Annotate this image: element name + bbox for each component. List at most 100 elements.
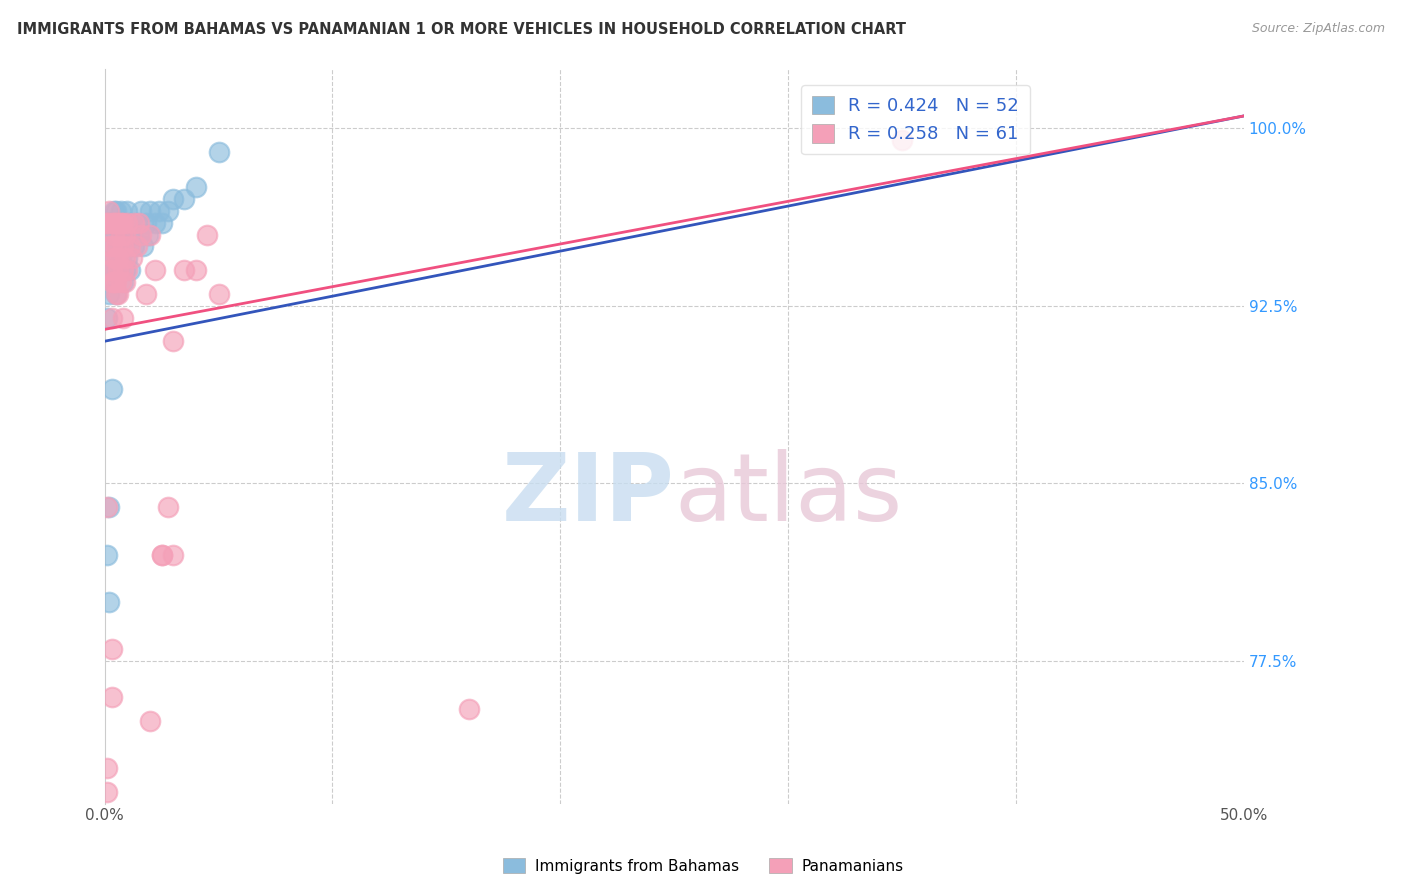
Point — [100, 382, 122, 396]
Point — [111, 275, 134, 289]
Point — [105, 263, 128, 277]
Point — [184, 180, 207, 194]
Point — [162, 548, 184, 562]
Point — [128, 216, 150, 230]
Point — [96, 761, 118, 775]
Point — [103, 203, 125, 218]
Text: atlas: atlas — [675, 449, 903, 541]
Point — [105, 216, 128, 230]
Point — [100, 216, 122, 230]
Point — [98, 263, 121, 277]
Point — [103, 251, 125, 265]
Point — [118, 216, 141, 230]
Point — [110, 227, 132, 242]
Point — [110, 203, 132, 218]
Point — [114, 275, 136, 289]
Point — [107, 286, 129, 301]
Point — [125, 216, 148, 230]
Point — [162, 192, 184, 206]
Point — [107, 263, 129, 277]
Text: IMMIGRANTS FROM BAHAMAS VS PANAMANIAN 1 OR MORE VEHICLES IN HOUSEHOLD CORRELATIO: IMMIGRANTS FROM BAHAMAS VS PANAMANIAN 1 … — [17, 22, 905, 37]
Point — [139, 714, 162, 728]
Point — [162, 334, 184, 349]
Point — [136, 227, 159, 242]
Point — [110, 227, 132, 242]
Point — [135, 286, 157, 301]
Point — [124, 239, 146, 253]
Point — [98, 286, 121, 301]
Point — [107, 251, 129, 265]
Point — [105, 251, 128, 265]
Point — [157, 500, 180, 515]
Point — [98, 239, 121, 253]
Point — [111, 216, 134, 230]
Point — [129, 227, 152, 242]
Point — [117, 203, 139, 218]
Point — [458, 702, 481, 716]
Point — [118, 239, 141, 253]
Point — [150, 548, 173, 562]
Point — [135, 216, 157, 230]
Point — [100, 263, 122, 277]
Point — [110, 251, 132, 265]
Text: Source: ZipAtlas.com: Source: ZipAtlas.com — [1251, 22, 1385, 36]
Point — [114, 227, 136, 242]
Point — [100, 310, 122, 325]
Point — [98, 203, 121, 218]
Point — [98, 263, 121, 277]
Point — [103, 227, 125, 242]
Point — [207, 286, 229, 301]
Point — [107, 216, 129, 230]
Point — [118, 263, 141, 277]
Point — [100, 239, 122, 253]
Point — [111, 216, 134, 230]
Point — [105, 227, 128, 242]
Text: ZIP: ZIP — [502, 449, 675, 541]
Point — [173, 263, 195, 277]
Point — [96, 310, 118, 325]
Point — [103, 275, 125, 289]
Point — [107, 263, 129, 277]
Point — [107, 216, 129, 230]
Point — [107, 239, 129, 253]
Point — [173, 192, 195, 206]
Point — [105, 275, 128, 289]
Point — [117, 216, 139, 230]
Point — [100, 275, 122, 289]
Point — [98, 595, 121, 609]
Point — [139, 227, 162, 242]
Point — [132, 239, 155, 253]
Point — [157, 203, 180, 218]
Point — [128, 227, 150, 242]
Point — [100, 690, 122, 704]
Point — [207, 145, 229, 159]
Point — [148, 203, 170, 218]
Point — [103, 275, 125, 289]
Point — [100, 642, 122, 657]
Legend: R = 0.424   N = 52, R = 0.258   N = 61: R = 0.424 N = 52, R = 0.258 N = 61 — [801, 85, 1029, 154]
Point — [110, 275, 132, 289]
Point — [96, 500, 118, 515]
Point — [111, 239, 134, 253]
Point — [105, 239, 128, 253]
Point — [103, 251, 125, 265]
Point — [143, 263, 166, 277]
Point — [98, 500, 121, 515]
Point — [121, 251, 143, 265]
Point — [150, 548, 173, 562]
Point — [96, 216, 118, 230]
Point — [100, 216, 122, 230]
Point — [100, 263, 122, 277]
Point — [96, 548, 118, 562]
Point — [96, 216, 118, 230]
Point — [114, 251, 136, 265]
Point — [117, 263, 139, 277]
Point — [891, 133, 914, 147]
Point — [96, 785, 118, 799]
Point — [143, 216, 166, 230]
Point — [105, 286, 128, 301]
Point — [150, 216, 173, 230]
Point — [110, 216, 132, 230]
Point — [105, 203, 128, 218]
Point — [117, 251, 139, 265]
